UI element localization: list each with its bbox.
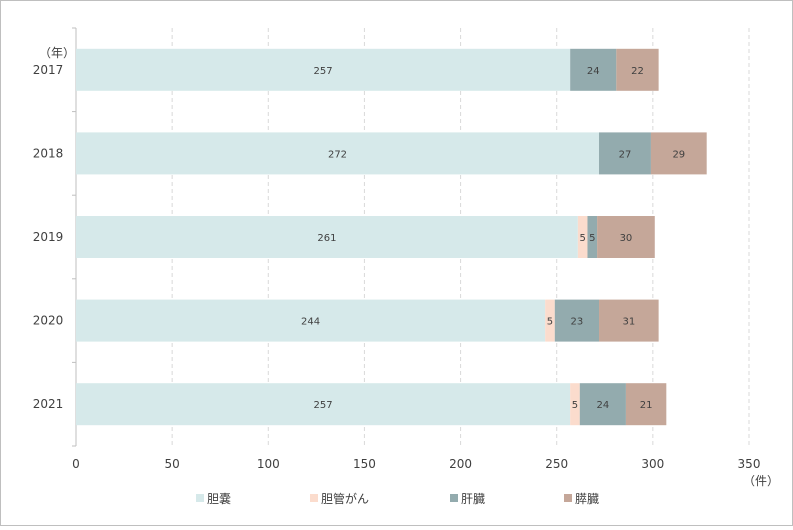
legend-label: 膵臓 <box>575 492 599 506</box>
data-label: 261 <box>317 233 336 244</box>
bar-segment <box>570 48 617 91</box>
bar-segment <box>599 299 659 342</box>
bar-segment <box>625 383 667 426</box>
data-label: 257 <box>314 400 333 411</box>
bar-segment <box>76 216 578 258</box>
x-tick-label: 50 <box>165 457 180 471</box>
bar-segment <box>579 383 626 426</box>
data-label: 30 <box>620 233 633 244</box>
bar-segment <box>554 299 600 342</box>
x-axis-unit: （件） <box>743 474 779 488</box>
legend-label: 胆管がん <box>321 491 369 506</box>
y-category-label: 2019 <box>33 230 64 244</box>
bar-segment <box>577 216 588 258</box>
data-label: 22 <box>631 66 644 77</box>
legend-swatch <box>450 494 458 502</box>
x-tick-label: 0 <box>72 457 80 471</box>
y-axis-unit: （年） <box>39 46 75 60</box>
bar-segment <box>545 299 555 342</box>
bar-segment <box>597 216 655 258</box>
data-label: 5 <box>589 233 595 244</box>
bar-segment <box>76 299 546 342</box>
data-label: 272 <box>328 149 347 160</box>
bar-segment <box>76 132 600 175</box>
bar-segment <box>599 132 651 175</box>
bar-segment <box>570 383 580 426</box>
data-label: 24 <box>596 400 609 411</box>
legend-swatch <box>310 494 318 502</box>
data-label: 21 <box>640 400 653 411</box>
data-label: 257 <box>314 66 333 77</box>
x-tick-label: 100 <box>257 457 280 471</box>
data-label: 23 <box>571 317 584 328</box>
x-tick-label: 250 <box>545 457 568 471</box>
data-label: 244 <box>301 317 320 328</box>
x-tick-label: 150 <box>353 457 376 471</box>
data-label: 5 <box>579 233 585 244</box>
bar-segment <box>616 48 659 91</box>
bar-segment <box>650 132 707 175</box>
data-label: 29 <box>672 149 685 160</box>
data-label: 5 <box>547 317 553 328</box>
data-label: 27 <box>619 149 632 160</box>
bar-segment <box>587 216 598 258</box>
data-label: 5 <box>572 400 578 411</box>
legend-label: 肝臓 <box>461 492 485 506</box>
y-category-label: 2020 <box>33 314 64 328</box>
x-tick-label: 350 <box>738 457 761 471</box>
bar-segment <box>76 48 571 91</box>
x-tick-label: 200 <box>449 457 472 471</box>
y-category-label: 2018 <box>33 146 64 160</box>
y-category-label: 2021 <box>33 397 64 411</box>
data-label: 24 <box>587 66 600 77</box>
legend-label: 胆嚢 <box>207 491 231 506</box>
x-tick-label: 300 <box>641 457 664 471</box>
bar-segment <box>76 383 571 426</box>
legend-swatch <box>564 494 572 502</box>
data-label: 31 <box>622 317 635 328</box>
legend-swatch <box>196 494 204 502</box>
y-category-label: 2017 <box>33 63 64 77</box>
